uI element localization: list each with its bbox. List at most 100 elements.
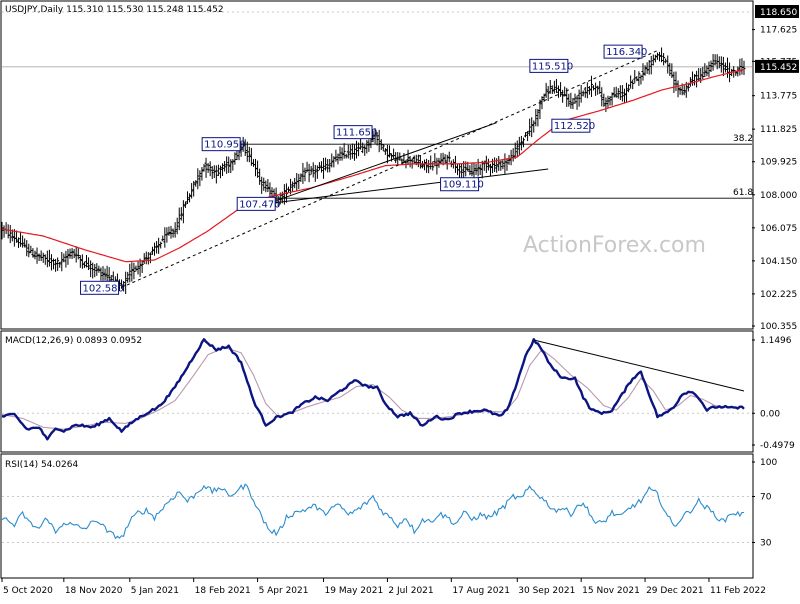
ohlc-bar bbox=[27, 243, 31, 258]
ohlc-bar bbox=[420, 161, 424, 169]
ohlc-bar bbox=[171, 228, 175, 238]
annotation-115-510: 115.510 bbox=[529, 58, 573, 73]
ohlc-bar bbox=[264, 180, 268, 193]
annotation-text: 116.340 bbox=[606, 47, 647, 58]
ohlc-bar bbox=[435, 157, 439, 175]
macd-tick-label: -0.4979 bbox=[760, 441, 795, 451]
ohlc-bar bbox=[540, 96, 544, 110]
ohlc-bar bbox=[192, 181, 196, 197]
ohlc-bar bbox=[651, 54, 655, 66]
ohlc-bar bbox=[165, 227, 169, 243]
ohlc-bar bbox=[583, 87, 587, 98]
price-tick-label: 100.355 bbox=[760, 322, 797, 332]
macd-layer bbox=[1, 338, 752, 441]
ohlc-bar bbox=[536, 109, 540, 127]
x-tick-label: 5 Jan 2021 bbox=[131, 586, 179, 596]
ohlc-bar bbox=[334, 149, 338, 162]
ohlc-bar bbox=[72, 249, 76, 259]
annotation-text: 102.580 bbox=[83, 283, 124, 294]
ohlc-bar bbox=[662, 53, 666, 66]
ohlc-bar bbox=[47, 249, 51, 267]
x-tick-label: 30 Sep 2021 bbox=[518, 586, 575, 596]
price-tick-label: 109.925 bbox=[760, 158, 797, 168]
ohlc-bar bbox=[297, 173, 301, 189]
ohlc-bar bbox=[394, 152, 398, 164]
ohlc-bar bbox=[567, 93, 571, 107]
ohlc-bar bbox=[194, 180, 198, 187]
macd-tick-label: 1.1496 bbox=[760, 336, 792, 346]
ohlc-bar bbox=[85, 255, 89, 268]
annotation-116-340: 116.340 bbox=[603, 44, 647, 59]
ohlc-bar bbox=[10, 229, 14, 242]
ohlc-bar bbox=[225, 156, 229, 174]
annotation-box bbox=[551, 118, 591, 133]
price-tick-label: 102.225 bbox=[760, 290, 797, 300]
macd-main-line bbox=[1, 338, 745, 441]
ohlc-bar bbox=[653, 54, 657, 63]
watermark-text: ActionForex.com bbox=[523, 233, 706, 258]
ohlc-bar bbox=[303, 167, 307, 182]
ohlc-bar bbox=[216, 164, 220, 177]
annotation-box bbox=[236, 196, 276, 211]
ohlc-bar bbox=[517, 136, 521, 156]
ohlc-bar bbox=[204, 157, 208, 178]
ohlc-bar bbox=[324, 157, 328, 171]
ohlc-bar bbox=[519, 136, 523, 151]
ohlc-bar bbox=[352, 144, 356, 161]
ohlc-bar bbox=[202, 164, 206, 172]
ohlc-bar bbox=[326, 159, 330, 173]
ohlc-bar bbox=[342, 143, 346, 159]
ohlc-bar bbox=[266, 179, 270, 193]
ohlc-bar bbox=[62, 253, 66, 263]
rsi-tick-label: 70 bbox=[760, 493, 772, 503]
ohlc-bar bbox=[317, 162, 321, 171]
ohlc-bar bbox=[647, 60, 651, 75]
price-tick-label: 111.825 bbox=[760, 125, 797, 135]
ohlc-bar bbox=[563, 86, 567, 97]
ohlc-bar bbox=[639, 74, 643, 85]
ohlc-bar bbox=[245, 141, 249, 162]
ohlc-bar bbox=[132, 262, 136, 280]
ohlc-bar bbox=[666, 55, 670, 74]
ohlc-bar bbox=[515, 140, 519, 158]
ohlc-bar bbox=[631, 79, 635, 90]
ohlc-bar bbox=[60, 251, 64, 272]
annotation-box bbox=[603, 44, 643, 59]
ohlc-bar bbox=[23, 238, 27, 248]
ohlc-bar bbox=[598, 80, 602, 94]
ohlc-bar bbox=[486, 158, 490, 171]
ohlc-bar bbox=[717, 56, 721, 69]
fib-label-38-2: 38.2 bbox=[733, 134, 753, 144]
ohlc-bar bbox=[602, 93, 606, 107]
ohlc-bar bbox=[610, 92, 614, 106]
ohlc-bar bbox=[505, 158, 509, 171]
ohlc-bar bbox=[513, 142, 517, 159]
ohlc-bar bbox=[359, 138, 363, 150]
ohlc-bar bbox=[256, 160, 260, 178]
ohlc-bar bbox=[218, 165, 222, 179]
ohlc-bar bbox=[672, 71, 676, 94]
ohlc-bar bbox=[676, 80, 680, 98]
ohlc-bar bbox=[437, 157, 441, 168]
macd-trendline bbox=[533, 339, 745, 392]
ohlc-bar bbox=[530, 117, 534, 138]
ohlc-bar bbox=[286, 186, 290, 193]
annotation-text: 115.510 bbox=[532, 61, 573, 72]
ohlc-bar bbox=[208, 161, 212, 177]
ohlc-bar bbox=[66, 249, 70, 265]
macd-label: MACD(12,26,9) 0.0893 0.0952 bbox=[5, 336, 142, 346]
ohlc-bar bbox=[177, 207, 181, 231]
ohlc-bar bbox=[649, 55, 653, 75]
ohlc-bar bbox=[262, 177, 266, 191]
ohlc-bar bbox=[8, 225, 12, 244]
ohlc-bar bbox=[190, 183, 194, 199]
ohlc-bar bbox=[569, 92, 573, 109]
x-tick-label: 17 Aug 2021 bbox=[452, 586, 510, 596]
ohlc-bar bbox=[31, 248, 35, 258]
ohlc-bar bbox=[95, 263, 99, 276]
ohlc-bar bbox=[307, 163, 311, 183]
ohlc-bar bbox=[709, 60, 713, 72]
ohlc-bar bbox=[198, 170, 202, 187]
ohlc-bar bbox=[501, 160, 505, 170]
